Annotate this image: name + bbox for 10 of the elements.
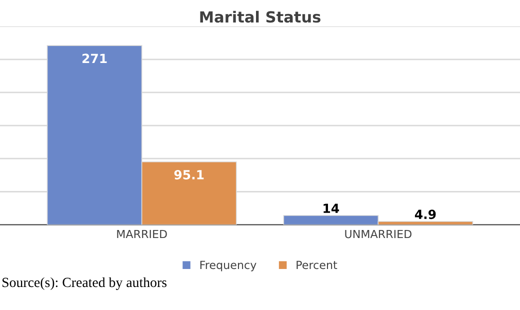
- chart-title: Marital Status: [200, 10, 320, 23]
- x-tick-label: MARRIED: [117, 230, 167, 238]
- data-label: 4.9: [414, 210, 436, 220]
- legend-label: Percent: [296, 260, 338, 270]
- source-note: Source(s): Created by authors: [2, 277, 167, 290]
- data-label: 271: [82, 54, 107, 63]
- data-label: 14: [324, 204, 340, 213]
- legend-label: Frequency: [200, 260, 256, 272]
- data-label: 95.1: [174, 170, 204, 180]
- x-tick-label: UNMARRIED: [345, 230, 412, 238]
